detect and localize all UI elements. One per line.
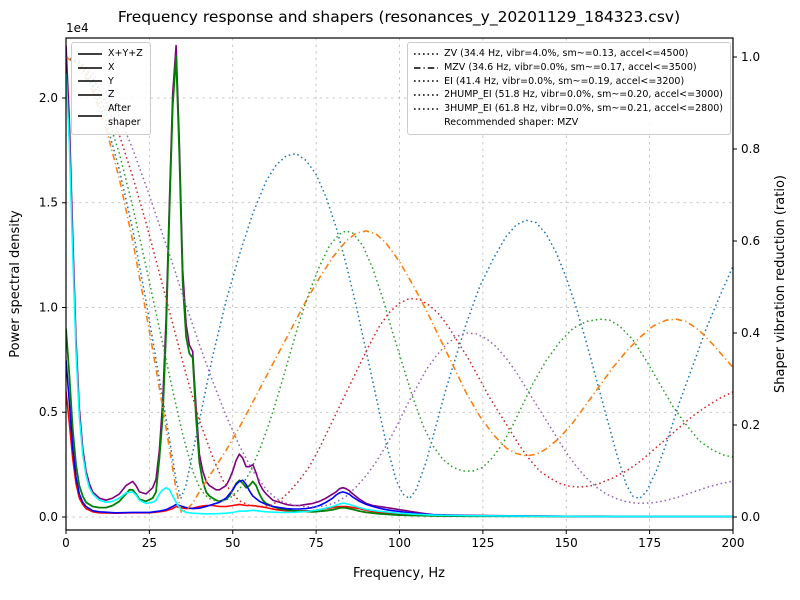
legend-item-2hump-ei: 2HUMP_EI (51.8 Hz, vibr=0.0%, sm~=0.20, … <box>413 88 723 102</box>
legend-label: MZV (34.6 Hz, vibr=0.0%, sm~=0.17, accel… <box>444 61 697 73</box>
curve-after <box>66 72 733 518</box>
x-tick-label: 0 <box>62 536 70 550</box>
y-left-tick-label: 2.0 <box>39 91 58 105</box>
legend-item-after-shaper: After shaper <box>77 102 143 130</box>
x-line-sample <box>78 66 102 69</box>
xyz-line-sample <box>78 53 102 55</box>
y-left-tick-label: 0.5 <box>39 405 58 419</box>
legend-label: ZV (34.4 Hz, vibr=4.0%, sm~=0.13, accel<… <box>444 48 689 59</box>
legend-label: EI (41.4 Hz, vibr=0.0%, sm~=0.19, accel<… <box>444 75 685 87</box>
legend-item-ei: EI (41.4 Hz, vibr=0.0%, sm~=0.19, accel<… <box>413 75 723 89</box>
x-tick-label: 100 <box>388 536 411 550</box>
y-left-tick-label: 0.0 <box>39 510 58 524</box>
y-right-tick-label: 0.4 <box>741 326 760 340</box>
x-tick-label: 25 <box>142 536 157 550</box>
curves <box>66 44 733 518</box>
y-line-sample <box>78 80 102 83</box>
y-axis-label-right: Shaper vibration reduction (ratio) <box>773 175 788 393</box>
zv-line-sample <box>414 53 439 55</box>
after-shaper-line-sample <box>78 115 102 117</box>
curve-zv <box>66 56 733 500</box>
x-tick-label: 200 <box>722 536 745 550</box>
y-right-tick-label: 0.8 <box>741 142 760 156</box>
y-left-tick-label: 1.0 <box>39 300 58 314</box>
legend-item-y: Y <box>77 75 143 89</box>
legend-label: 2HUMP_EI (51.8 Hz, vibr=0.0%, sm~=0.20, … <box>444 89 723 101</box>
z-line-sample <box>78 94 102 96</box>
3hump-ei-line-sample <box>414 108 439 110</box>
recommended-shaper-note: Recommended shaper: MZV <box>444 116 723 130</box>
legend-label: X <box>108 61 115 73</box>
x-tick-label: 175 <box>638 536 661 550</box>
curve-hump2 <box>66 56 733 508</box>
y-right-tick-label: 0.0 <box>741 510 760 524</box>
y-axis-label-left: Power spectral density <box>8 210 23 358</box>
plot-frame <box>65 37 734 531</box>
legend-label: Y <box>108 75 114 87</box>
recommended-shaper-text: Recommended shaper: MZV <box>444 116 579 128</box>
legend-label: Z <box>108 89 115 101</box>
curve-xyz <box>66 44 733 518</box>
legend-label: X+Y+Z <box>108 48 143 59</box>
legend-item-mzv: MZV (34.6 Hz, vibr=0.0%, sm~=0.17, accel… <box>413 61 723 75</box>
curve-z <box>66 359 733 518</box>
curve-mzv <box>66 56 733 514</box>
legend-item-x: X <box>77 61 143 75</box>
legend-item-3hump-ei: 3HUMP_EI (61.8 Hz, vibr=0.0%, sm~=0.21, … <box>413 102 723 116</box>
legend-label: After shaper <box>108 103 141 128</box>
legend-psd: X+Y+Z X Y Z After shaper <box>71 42 151 135</box>
y-right-tick-label: 1.0 <box>741 50 760 64</box>
2hump-ei-line-sample <box>414 94 439 96</box>
legend-item-xyz: X+Y+Z <box>77 47 143 61</box>
axis-ticks: 0 25 50 75 100 125 150 175 200 0.0 0.5 1.0 1.5 2.0 0.0… <box>39 50 760 550</box>
legend-shapers: ZV (34.4 Hz, vibr=4.0%, sm~=0.13, accel<… <box>407 42 731 135</box>
mzv-line-sample <box>414 66 439 69</box>
y-left-tick-label: 1.5 <box>39 196 58 210</box>
ei-line-sample <box>414 80 439 83</box>
y-right-tick-label: 0.2 <box>741 418 760 432</box>
x-tick-label: 50 <box>225 536 240 550</box>
y-axis-offset-text: 1e4 <box>66 21 89 35</box>
legend-item-z: Z <box>77 88 143 102</box>
y-right-tick-label: 0.6 <box>741 234 760 248</box>
legend-item-zv: ZV (34.4 Hz, vibr=4.0%, sm~=0.13, accel<… <box>413 47 723 61</box>
legend-label: 3HUMP_EI (61.8 Hz, vibr=0.0%, sm~=0.21, … <box>444 103 723 115</box>
curve-hump3 <box>66 56 733 508</box>
x-axis-label: Frequency, Hz <box>353 566 445 581</box>
chart-title: Frequency response and shapers (resonanc… <box>118 8 680 27</box>
x-tick-label: 150 <box>555 536 578 550</box>
x-tick-label: 75 <box>308 536 323 550</box>
x-tick-label: 125 <box>471 536 494 550</box>
